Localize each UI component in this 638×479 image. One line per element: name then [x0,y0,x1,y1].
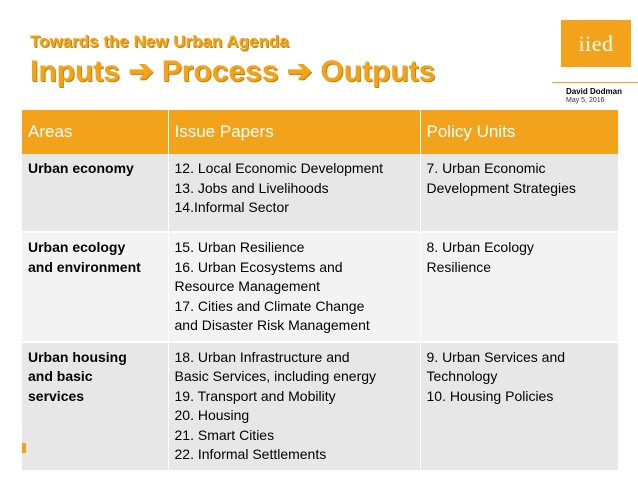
policy-unit-item: Development Strategies [426,179,576,196]
issue-paper-item: 13. Jobs and Livelihoods [174,179,329,196]
area-label: Urban economy [28,160,134,176]
accent-strip [22,443,26,453]
slide-title: Inputs ➔ Process ➔ Outputs [30,55,436,88]
table-row: Urban ecology and environment 15. Urban … [22,232,619,343]
policy-units-cell: 9. Urban Services and Technology 10. Hou… [420,341,619,470]
issue-paper-item: 17. Cities and Climate Change [174,297,365,314]
table-row: Urban housing and basic services 18. Urb… [22,341,619,470]
policy-units-cell: 7. Urban Economic Development Strategies [420,154,619,233]
issue-paper-item: 20. Housing [174,407,250,423]
issue-papers-cell: 15. Urban Resilience 16. Urban Ecosystem… [168,232,421,343]
issue-paper-item: 14.Informal Sector [174,199,289,215]
policy-units-cell: 8. Urban Ecology Resilience [420,232,619,343]
issue-paper-item: 19. Transport and Mobility [174,387,336,404]
issue-paper-item: 18. Urban Infrastructure and [174,348,350,365]
agenda-table: Areas Issue Papers Policy Units Urban ec… [22,110,619,470]
issue-papers-cell: 18. Urban Infrastructure and Basic Servi… [168,341,421,470]
area-label: services [28,387,85,404]
area-label: Urban ecology [28,239,126,255]
policy-unit-item: Resilience [426,258,492,275]
header-areas: Areas [22,110,169,154]
slide-subtitle: Towards the New Urban Agenda [30,32,289,51]
area-cell: Urban ecology and environment [22,232,169,343]
issue-paper-item: 21. Smart Cities [174,426,275,443]
area-cell: Urban economy [22,154,169,233]
issue-papers-cell: 12. Local Economic Development 13. Jobs … [168,154,421,233]
policy-unit-item: 9. Urban Services and [426,348,566,365]
issue-paper-item: Basic Services, including energy [174,368,377,384]
author-divider [552,82,638,83]
table-header-row: Areas Issue Papers Policy Units [22,110,619,154]
area-label: Urban housing [28,348,127,365]
presentation-date: May 5, 2016 [566,97,605,104]
policy-unit-item: 7. Urban Economic [426,160,546,176]
issue-paper-item: 12. Local Economic Development [174,160,384,176]
area-label: and environment [28,258,141,275]
issue-paper-item: and Disaster Risk Management [174,317,370,333]
policy-unit-item: 8. Urban Ecology [426,239,534,255]
area-cell: Urban housing and basic services [22,341,169,470]
table-row: Urban economy 12. Local Economic Develop… [22,154,619,233]
author-name: David Dodman [566,87,623,96]
policy-unit-item: Technology [426,368,498,384]
issue-paper-item: 16. Urban Ecosystems and [174,258,343,275]
area-label: and basic [28,368,93,384]
iied-logo: iied [561,20,631,67]
issue-paper-item: 22. Informal Settlements [174,446,327,462]
header-policy-units: Policy Units [420,110,619,154]
issue-paper-item: Resource Management [174,278,321,294]
issue-paper-item: 15. Urban Resilience [174,239,305,255]
header-issue-papers: Issue Papers [168,110,421,154]
policy-unit-item: 10. Housing Policies [426,387,554,404]
